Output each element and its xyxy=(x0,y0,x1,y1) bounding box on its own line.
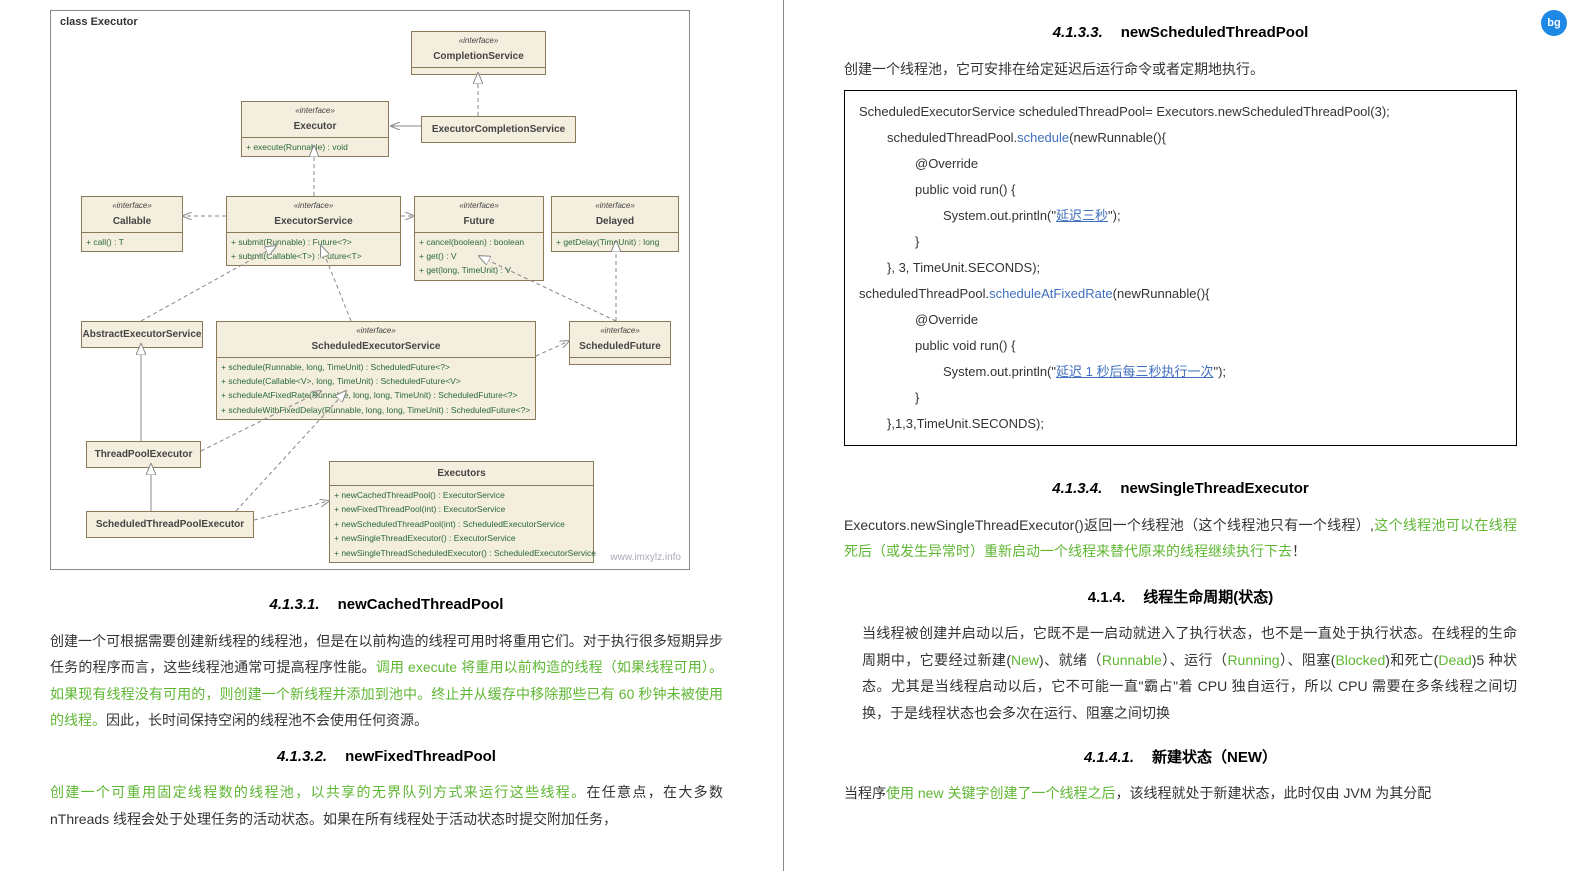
section-414: 4.1.4.线程生命周期(状态) xyxy=(844,585,1517,611)
node-tpe: ThreadPoolExecutor xyxy=(86,441,201,468)
para-4134: Executors.newSingleThreadExecutor()返回一个线… xyxy=(844,512,1517,565)
node-executors: Executors + newCachedThreadPool() : Exec… xyxy=(329,461,594,563)
node-future: «interface» Future + cancel(boolean) : b… xyxy=(414,196,544,281)
right-page: bg 4.1.3.3.newScheduledThreadPool 创建一个线程… xyxy=(784,0,1577,871)
section-4133: 4.1.3.3.newScheduledThreadPool xyxy=(844,20,1517,46)
node-delayed: «interface» Delayed + getDelay(TimeUnit)… xyxy=(551,196,679,252)
node-schedfuture: «interface» ScheduledFuture xyxy=(569,321,671,365)
node-abstractexec: AbstractExecutorService xyxy=(81,321,203,348)
node-execcompsvc: ExecutorCompletionService xyxy=(421,116,576,143)
node-stpe: ScheduledThreadPoolExecutor xyxy=(86,511,254,538)
node-executor: «interface» Executor + execute(Runnable)… xyxy=(241,101,389,157)
para-414: 当线程被创建并启动以后，它既不是一启动就进入了执行状态，也不是一直处于执行状态。… xyxy=(844,620,1517,726)
section-4134: 4.1.3.4.newSingleThreadExecutor xyxy=(844,476,1517,502)
para-4131: 创建一个可根据需要创建新线程的线程池，但是在以前构造的线程可用时将重用它们。对于… xyxy=(50,628,723,734)
code-block: ScheduledExecutorService scheduledThread… xyxy=(844,90,1517,446)
para-4133: 创建一个线程池，它可安排在给定延迟后运行命令或者定期地执行。 xyxy=(844,56,1517,83)
section-4131: 4.1.3.1.newCachedThreadPool xyxy=(50,592,723,618)
left-page: class Executor «interface» CompletionSer… xyxy=(0,0,783,871)
para-4141: 当程序使用 new 关键字创建了一个线程之后，该线程就处于新建状态，此时仅由 J… xyxy=(844,780,1517,807)
corner-badge-icon[interactable]: bg xyxy=(1541,10,1567,36)
section-4141: 4.1.4.1.新建状态（NEW） xyxy=(844,745,1517,771)
uml-diagram: class Executor «interface» CompletionSer… xyxy=(50,10,690,570)
node-schedexecsvc: «interface» ScheduledExecutorService + s… xyxy=(216,321,536,420)
section-4132: 4.1.3.2.newFixedThreadPool xyxy=(50,744,723,770)
node-execservice: «interface» ExecutorService + submit(Run… xyxy=(226,196,401,266)
diagram-title: class Executor xyxy=(57,13,141,32)
node-completionservice: «interface» CompletionService xyxy=(411,31,546,75)
node-callable: «interface» Callable + call() : T xyxy=(81,196,183,252)
para-4132: 创建一个可重用固定线程数的线程池，以共享的无界队列方式来运行这些线程。在任意点，… xyxy=(50,779,723,832)
watermark: www.imxylz.info xyxy=(610,549,681,566)
